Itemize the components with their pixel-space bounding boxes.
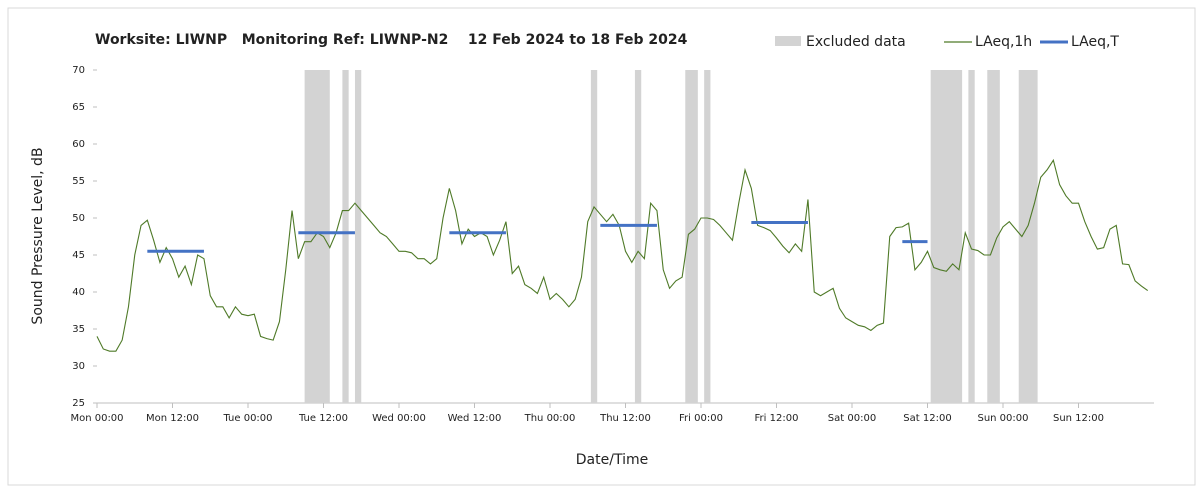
y-tick-label: 50 xyxy=(72,213,85,224)
x-tick-label: Wed 12:00 xyxy=(448,413,502,424)
x-tick-label: Tue 12:00 xyxy=(298,413,348,424)
excluded-band xyxy=(930,70,963,403)
y-tick-label: 35 xyxy=(72,324,85,335)
y-tick-label: 60 xyxy=(72,139,85,150)
y-tick-label: 30 xyxy=(72,361,85,372)
series-line xyxy=(96,158,1149,352)
excluded-band xyxy=(1018,70,1038,403)
legend-label: LAeq,1h xyxy=(975,34,1032,50)
legend-label: Excluded data xyxy=(806,34,906,50)
x-tick-label: Sun 12:00 xyxy=(1053,413,1104,424)
excluded-band xyxy=(354,70,362,403)
excluded-band xyxy=(704,70,711,403)
legend-label: LAeq,T xyxy=(1071,34,1119,50)
x-tick-label: Sun 00:00 xyxy=(977,413,1028,424)
y-tick-label: 65 xyxy=(72,102,85,113)
excluded-band xyxy=(634,70,642,403)
y-tick-label: 25 xyxy=(72,398,85,409)
y-tick-label: 45 xyxy=(72,250,85,261)
x-tick-label: Sat 00:00 xyxy=(828,413,876,424)
excluded-band xyxy=(987,70,1000,403)
y-tick-label: 55 xyxy=(72,176,85,187)
chart-title: Worksite: LIWNP Monitoring Ref: LIWNP-N2… xyxy=(95,32,688,48)
y-tick-label: 40 xyxy=(72,287,85,298)
x-tick-label: Mon 00:00 xyxy=(70,413,123,424)
x-tick-label: Tue 00:00 xyxy=(222,413,272,424)
excluded-band xyxy=(342,70,349,403)
x-axis-label: Date/Time xyxy=(576,452,648,468)
x-tick-label: Wed 00:00 xyxy=(372,413,426,424)
y-axis-label: Sound Pressure Level, dB xyxy=(30,147,46,324)
x-tick-label: Fri 12:00 xyxy=(755,413,799,424)
y-tick-label: 70 xyxy=(72,65,85,76)
legend-swatch-excluded xyxy=(775,36,801,46)
x-tick-label: Thu 12:00 xyxy=(599,413,651,424)
excluded-band xyxy=(685,70,698,403)
excluded-band xyxy=(304,70,330,403)
x-tick-label: Thu 00:00 xyxy=(524,413,576,424)
x-tick-label: Mon 12:00 xyxy=(146,413,199,424)
excluded-band xyxy=(590,70,598,403)
x-tick-label: Fri 00:00 xyxy=(679,413,723,424)
excluded-band xyxy=(968,70,975,403)
x-tick-label: Sat 12:00 xyxy=(903,413,951,424)
